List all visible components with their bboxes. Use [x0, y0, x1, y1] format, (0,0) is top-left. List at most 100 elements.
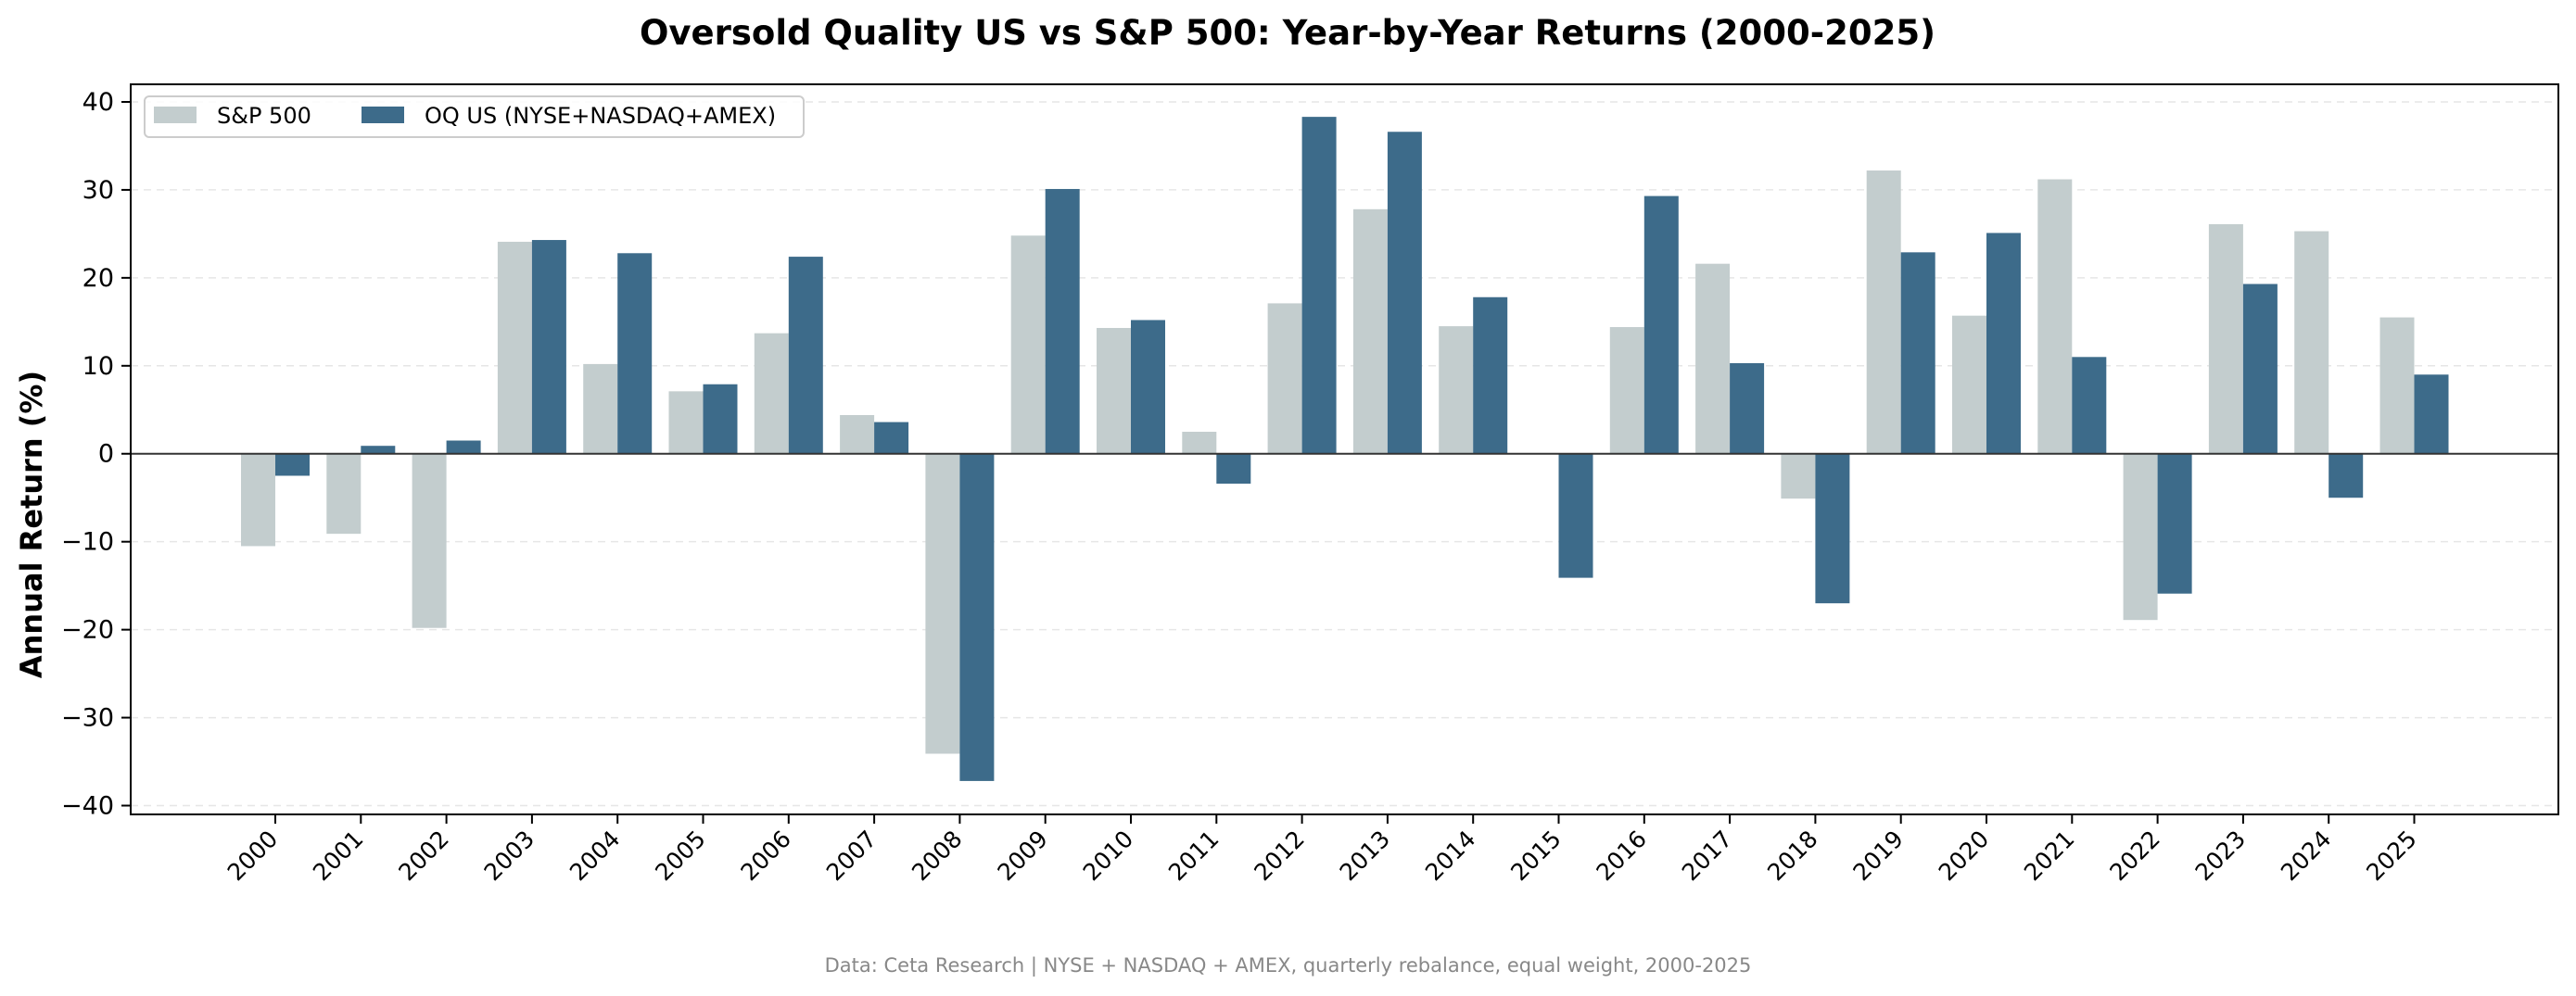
bar-oq-us-2010 — [1131, 320, 1165, 454]
x-tick-label: 2025 — [2361, 826, 2421, 886]
bar-oq-us-2007 — [874, 422, 909, 454]
bar-sp500-2012 — [1267, 303, 1302, 454]
x-tick-label: 2021 — [2019, 826, 2079, 886]
y-tick-label: 40 — [82, 88, 114, 117]
bar-sp500-2000 — [241, 453, 275, 547]
x-tick-label: 2020 — [1934, 826, 1994, 886]
x-tick-label: 2014 — [1420, 826, 1480, 886]
y-tick-label: 30 — [82, 176, 114, 205]
x-tick-label: 2011 — [1163, 826, 1224, 886]
bar-sp500-2005 — [668, 391, 704, 454]
bar-oq-us-2008 — [959, 453, 995, 781]
legend-frame — [144, 95, 805, 138]
x-tick-label: 2003 — [479, 826, 539, 886]
bar-sp500-2023 — [2208, 223, 2243, 454]
bar-oq-us-2018 — [1815, 453, 1850, 604]
x-tick-label: 2017 — [1677, 826, 1737, 886]
bar-oq-us-2009 — [1045, 188, 1080, 454]
bar-sp500-2018 — [1781, 453, 1816, 499]
legend: S&P 500 OQ US (NYSE+NASDAQ+AMEX) — [144, 95, 805, 138]
bar-oq-us-2025 — [2414, 374, 2449, 454]
y-tick-label: −30 — [61, 704, 114, 733]
bars — [241, 117, 2449, 781]
bar-oq-us-2014 — [1473, 296, 1508, 454]
y-tick-label: −20 — [61, 616, 114, 645]
x-tick-label: 2008 — [907, 826, 967, 886]
x-tick-label: 2009 — [992, 826, 1052, 886]
y-tick-label: 0 — [98, 440, 114, 469]
bar-oq-us-2017 — [1730, 362, 1765, 454]
bar-oq-us-2022 — [2157, 453, 2192, 594]
footnote: Data: Ceta Research | NYSE + NASDAQ + AM… — [824, 954, 1752, 977]
bar-oq-us-2021 — [2072, 357, 2107, 454]
x-tick-label: 2013 — [1335, 826, 1395, 886]
bar-oq-us-2019 — [1900, 252, 1935, 454]
bar-sp500-2009 — [1010, 235, 1046, 454]
x-axis-ticks: 2000 2001 2002 2003 2004 2005 2006 2007 2008 2009… — [222, 814, 2422, 886]
bar-sp500-2024 — [2294, 231, 2329, 454]
x-tick-label: 2010 — [1078, 826, 1138, 886]
x-tick-label: 2004 — [565, 826, 625, 886]
bar-oq-us-2020 — [1986, 233, 2021, 454]
legend-swatch-sp500 — [154, 107, 197, 123]
x-tick-label: 2019 — [1847, 826, 1908, 886]
y-axis-label: Annual Return (%) — [14, 371, 49, 678]
bar-sp500-2013 — [1352, 208, 1388, 454]
bar-oq-us-2006 — [788, 257, 823, 454]
legend-swatch-oq-us — [362, 107, 404, 123]
bar-oq-us-2001 — [361, 446, 396, 454]
bar-sp500-2004 — [583, 363, 618, 454]
bar-oq-us-2023 — [2242, 284, 2278, 454]
x-tick-label: 2022 — [2104, 826, 2164, 886]
bar-oq-us-2004 — [617, 253, 653, 454]
bar-sp500-2007 — [840, 414, 875, 454]
bar-sp500-2017 — [1695, 263, 1731, 454]
x-tick-label: 2016 — [1592, 826, 1652, 886]
x-tick-label: 2002 — [393, 826, 453, 886]
bar-oq-us-2005 — [703, 384, 738, 454]
bar-sp500-2025 — [2379, 317, 2415, 454]
x-tick-label: 2001 — [308, 826, 368, 886]
bar-oq-us-2012 — [1301, 117, 1337, 454]
x-tick-label: 2007 — [821, 826, 882, 886]
bar-oq-us-2015 — [1558, 453, 1593, 578]
plot-frame — [130, 83, 2559, 815]
x-tick-label: 2005 — [650, 826, 710, 886]
legend-label-sp500: S&P 500 — [217, 103, 311, 129]
bar-sp500-2011 — [1182, 432, 1217, 454]
y-tick-label: −10 — [61, 528, 114, 557]
y-tick-label: 10 — [82, 352, 114, 381]
bar-oq-us-2016 — [1643, 195, 1679, 454]
x-tick-label: 2018 — [1762, 826, 1822, 886]
bar-sp500-2006 — [754, 333, 789, 454]
bar-sp500-2020 — [1952, 315, 1986, 454]
y-tick-label: −40 — [61, 792, 114, 821]
bar-sp500-2022 — [2123, 453, 2158, 621]
bar-sp500-2003 — [497, 241, 532, 454]
y-axis-ticks: 40 30 20 10 0 −10 −20 −30 −40 — [61, 88, 131, 821]
bar-sp500-2021 — [2037, 179, 2073, 454]
bar-sp500-2002 — [412, 453, 447, 628]
bar-sp500-2001 — [326, 453, 362, 535]
bar-sp500-2008 — [925, 453, 960, 754]
bar-oq-us-2011 — [1216, 453, 1251, 485]
bar-oq-us-2002 — [446, 440, 481, 454]
bar-oq-us-2013 — [1387, 132, 1422, 454]
x-tick-label: 2006 — [736, 826, 796, 886]
x-tick-label: 2023 — [2190, 826, 2251, 886]
x-tick-label: 2012 — [1249, 826, 1309, 886]
x-tick-label: 2000 — [222, 826, 283, 886]
chart-title: Oversold Quality US vs S&P 500: Year-by-… — [640, 13, 1935, 53]
bar-sp500-2014 — [1439, 326, 1474, 454]
bar-sp500-2010 — [1097, 327, 1131, 454]
bar-oq-us-2000 — [275, 453, 310, 476]
y-tick-label: 20 — [82, 264, 114, 293]
legend-label-oq-us: OQ US (NYSE+NASDAQ+AMEX) — [425, 103, 776, 129]
bar-sp500-2016 — [1609, 327, 1644, 454]
x-tick-label: 2024 — [2276, 826, 2336, 886]
bar-oq-us-2003 — [531, 240, 566, 454]
bar-oq-us-2024 — [2329, 453, 2364, 498]
x-tick-label: 2015 — [1505, 826, 1566, 886]
bar-sp500-2019 — [1866, 170, 1901, 454]
